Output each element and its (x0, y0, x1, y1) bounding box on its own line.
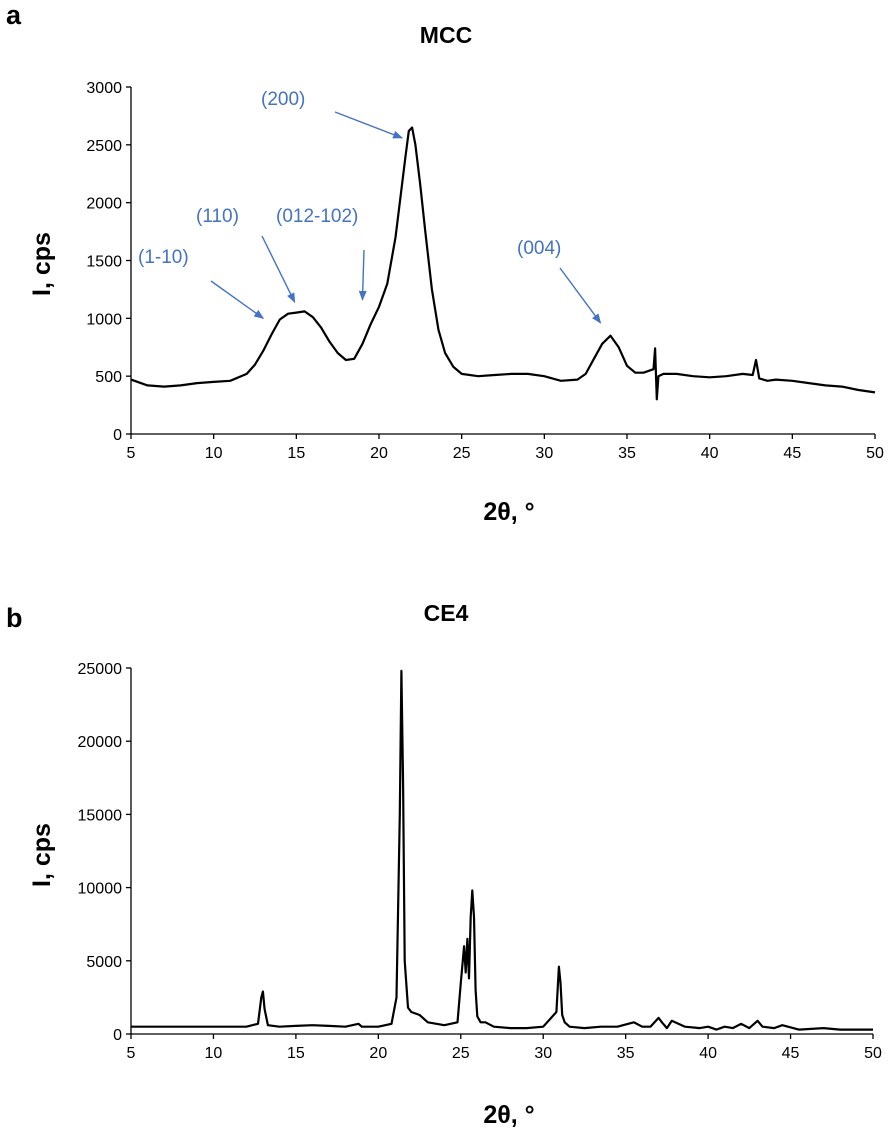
y-tick-label: 0 (113, 427, 122, 444)
panel-a-mcc-chart: a MCC I, cps 2θ, ° 5 10 15 20 25 30 35 40 45 5005… (6, 0, 884, 526)
chart-title-mcc: MCC (420, 22, 472, 48)
x-tick-label: 50 (866, 445, 884, 462)
x-axis-title-a: 2θ, ° (483, 498, 534, 526)
chart-title-ce4: CE4 (424, 600, 469, 626)
x-tick-label: 30 (534, 1045, 552, 1062)
y-tick-label: 2000 (86, 196, 122, 213)
annotation-arrow (261, 235, 296, 304)
x-axis-title-b: 2θ, ° (483, 1101, 534, 1129)
x-tick-label: 20 (369, 1045, 387, 1062)
y-tick-label: 15000 (78, 807, 123, 824)
annotation-label: (012-102) (276, 206, 358, 227)
x-tick-label: 25 (452, 1045, 470, 1062)
panel-b-ce4-chart: b CE4 I, cps 2θ, ° 5 10 15 20 25 30 35 40 45 5005… (6, 600, 882, 1129)
axes-b (130, 668, 873, 1035)
x-tick-label: 35 (618, 445, 636, 462)
y-tick-label: 20000 (78, 734, 123, 751)
x-tick-label: 5 (127, 1045, 136, 1062)
y-tick-label: 10000 (78, 881, 123, 898)
y-tick-label: 0 (113, 1027, 122, 1044)
x-tick-label: 10 (205, 445, 223, 462)
x-tick-label: 45 (782, 1045, 800, 1062)
x-tick-label: 20 (370, 445, 388, 462)
x-tick-label: 40 (699, 1045, 717, 1062)
annotation-label: (1-10) (138, 247, 189, 268)
y-tick-label: 1500 (86, 254, 122, 271)
x-tick-label: 50 (864, 1045, 882, 1062)
y-axis-title-b: I, cps (28, 823, 56, 887)
y-tick-label: 1000 (86, 311, 122, 328)
panel-letter-b: b (6, 603, 23, 633)
x-tick-label: 40 (701, 445, 719, 462)
annotation-arrow (358, 249, 367, 301)
y-tick-label: 500 (95, 369, 122, 386)
annotation-arrow (559, 267, 602, 324)
ticks-a: 5 10 15 20 25 30 35 40 45 50050010001500200025003… (86, 80, 884, 462)
annotation-label: (110) (196, 206, 239, 227)
annotation-label: (200) (261, 89, 305, 110)
x-tick-label: 45 (783, 445, 801, 462)
x-tick-label: 15 (287, 445, 305, 462)
x-tick-label: 30 (535, 445, 553, 462)
series-line-ce4 (131, 669, 873, 1031)
y-tick-label: 5000 (86, 954, 122, 971)
annotation-arrow (334, 111, 404, 139)
series-line-mcc (130, 126, 876, 401)
panel-letter-a: a (6, 0, 22, 30)
y-axis-title-a: I, cps (28, 232, 56, 296)
x-tick-label: 15 (287, 1045, 305, 1062)
annotation-label: (004) (517, 238, 561, 259)
x-tick-label: 35 (617, 1045, 635, 1062)
x-tick-label: 5 (127, 445, 136, 462)
y-tick-label: 25000 (78, 661, 123, 678)
x-tick-label: 10 (205, 1045, 223, 1062)
annotations-a: (1-10) (110) (012-102) (200) (004) (138, 89, 602, 324)
annotation-arrow (210, 280, 265, 319)
x-tick-label: 25 (453, 445, 471, 462)
y-tick-label: 2500 (86, 138, 122, 155)
ticks-b: 5 10 15 20 25 30 35 40 45 50 0 5000 10000 15000 20000 2… (78, 661, 883, 1062)
axes-a (130, 87, 875, 435)
y-tick-label: 3000 (86, 80, 122, 97)
